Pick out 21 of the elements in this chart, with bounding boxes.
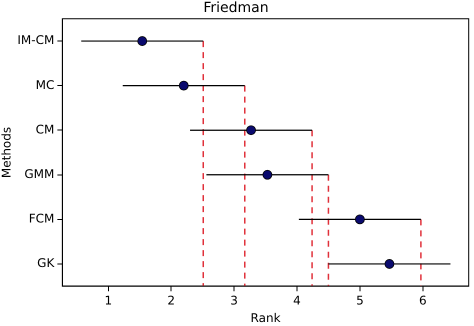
y-tick-label: CM — [36, 122, 54, 136]
point — [178, 80, 189, 91]
x-tick-label: 2 — [167, 294, 175, 308]
point — [384, 259, 394, 269]
x-tick-label: 1 — [104, 294, 112, 308]
y-tick-label: GMM — [24, 166, 54, 181]
x-tick-label: 4 — [293, 294, 301, 308]
y-axis-title: Methods — [0, 126, 14, 178]
x-axis-title: Rank — [250, 310, 281, 325]
y-tick-label: FCM — [28, 211, 54, 226]
point — [354, 214, 365, 224]
x-tick-label: 3 — [230, 294, 238, 308]
y-tick-label: IM-CM — [17, 33, 54, 48]
y-tick-label: MC — [36, 78, 54, 92]
point — [137, 36, 148, 46]
point — [262, 170, 272, 180]
chart-title: Friedman — [203, 0, 269, 16]
x-tick-label: 5 — [356, 294, 364, 308]
point — [246, 125, 256, 136]
x-tick-label: 6 — [418, 294, 427, 308]
y-tick-label: GK — [37, 256, 56, 270]
